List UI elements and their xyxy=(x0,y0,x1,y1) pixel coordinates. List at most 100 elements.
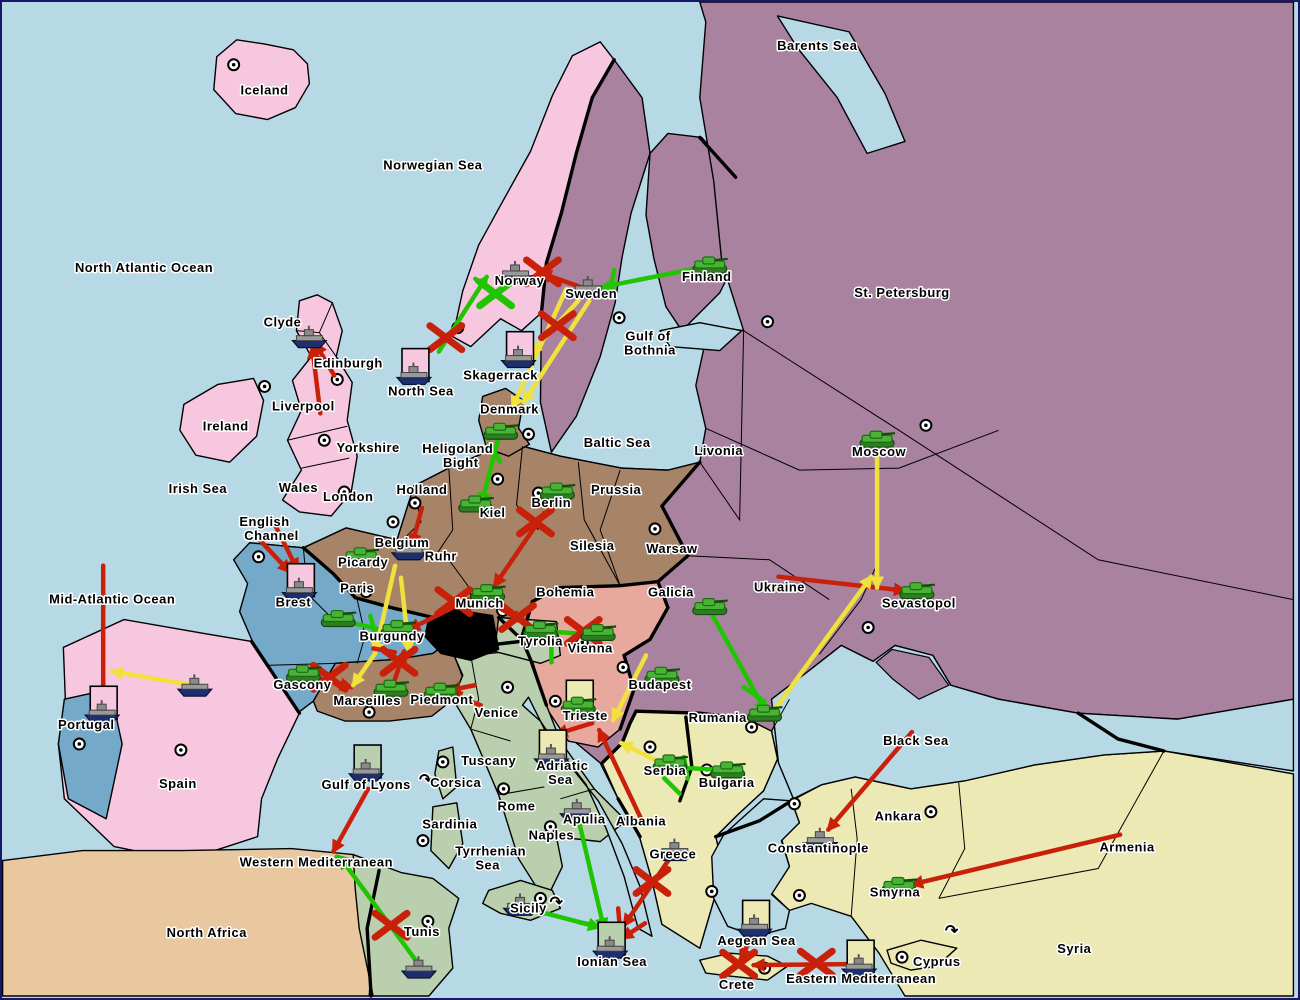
province-label-marseilles: Marseilles xyxy=(333,693,401,708)
army-unit-tyrolia[interactable] xyxy=(522,620,559,639)
sea-label-skagerrack: Skagerrack xyxy=(463,367,538,382)
province-border xyxy=(560,788,595,800)
failed-order-x xyxy=(719,948,759,980)
army-unit-budapest[interactable] xyxy=(644,666,680,684)
province-crimea[interactable] xyxy=(875,648,950,700)
province-label-budapest: Budapest xyxy=(628,677,691,692)
fleet-unit-portugal[interactable] xyxy=(83,700,121,723)
army-unit-paris[interactable] xyxy=(320,609,357,628)
supply-center-naples xyxy=(543,820,557,834)
fleet-unit-sicily[interactable] xyxy=(502,893,539,916)
province-label-munich: Munich xyxy=(456,596,504,611)
province-label-trieste: Trieste xyxy=(563,708,608,723)
fleet-unit-spain-north-coast-[interactable] xyxy=(176,674,214,697)
army-unit-marseilles[interactable] xyxy=(373,679,410,697)
supply-center-st-petersburg xyxy=(761,315,775,329)
national-border xyxy=(1076,711,1166,753)
army-unit-vienna[interactable] xyxy=(580,623,617,642)
province-label-apulia: Apulia xyxy=(563,812,606,827)
failed-order-x xyxy=(632,866,672,897)
province-ireland[interactable] xyxy=(179,377,265,463)
fleet-unit-sweden[interactable] xyxy=(570,275,607,299)
fleet-unit-brest[interactable] xyxy=(281,577,318,601)
fleet-unit-eastern-mediterranean[interactable] xyxy=(840,954,878,977)
army-unit-moscow[interactable] xyxy=(859,430,896,448)
supply-center-ankara xyxy=(924,805,938,819)
fleet-unit-skagerrack[interactable] xyxy=(500,345,537,369)
army-unit-serbia[interactable] xyxy=(652,754,688,772)
army-unit-piedmont[interactable] xyxy=(423,682,459,700)
province-label-greece: Greece xyxy=(649,847,696,862)
fleet-unit-greece[interactable] xyxy=(656,838,694,862)
province-border xyxy=(356,599,366,664)
province-label-berlin: Berlin xyxy=(532,495,572,510)
army-unit-bulgaria[interactable] xyxy=(710,761,746,779)
fleet-unit-gulf-of-lyons[interactable] xyxy=(347,758,385,782)
army-unit-denmark[interactable] xyxy=(483,422,519,440)
sea-label-north-sea: North Sea xyxy=(388,383,454,398)
province-sardinia[interactable] xyxy=(430,802,464,870)
army-unit-finland[interactable] xyxy=(692,256,728,274)
failed-order-x xyxy=(309,661,349,693)
army-unit-sevastopol[interactable] xyxy=(899,582,935,600)
supply-center-sardinia xyxy=(416,834,430,848)
army-unit-rumania[interactable] xyxy=(747,704,783,722)
province-border xyxy=(265,662,336,666)
province-label-tuscany: Tuscany xyxy=(461,753,516,768)
province-label-brest: Brest xyxy=(276,595,312,610)
province-label-liverpool: Liverpool xyxy=(272,398,335,413)
province-label-north-africa: North Africa xyxy=(167,925,248,940)
order-arrow-picardy-to-burgundy xyxy=(398,575,415,655)
failed-order-x xyxy=(796,947,836,979)
province-label-picardy: Picardy xyxy=(338,555,389,570)
province-label-sevastopol: Sevastopol xyxy=(882,596,956,611)
order-arrow-tunis-to-western-mediterranean xyxy=(338,855,418,962)
failed-order-x xyxy=(516,506,555,538)
fleet-unit-adriatic-sea[interactable] xyxy=(533,744,570,767)
army-unit-trieste[interactable] xyxy=(560,696,597,714)
sea-label-gulf-of-lyons: Gulf of Lyons xyxy=(321,777,410,792)
province-label-norway: Norway xyxy=(495,273,545,288)
army-unit-galicia[interactable] xyxy=(692,598,728,616)
army-unit-munich[interactable] xyxy=(470,584,506,602)
fleet-unit-constantinople[interactable] xyxy=(802,827,839,851)
province-label-clyde: Clyde xyxy=(264,315,302,330)
army-unit-berlin[interactable] xyxy=(539,482,576,500)
order-arrow-aegean-sea-to-crete xyxy=(738,936,753,962)
province-label-silesia: Silesia xyxy=(570,538,615,553)
national-border xyxy=(616,797,642,839)
province-label-naples: Naples xyxy=(529,828,574,843)
fleet-unit-aegean-sea[interactable] xyxy=(736,914,773,937)
support-bar xyxy=(368,613,379,640)
supply-center-trieste xyxy=(548,694,562,708)
province-label-london: London xyxy=(323,489,373,504)
fleet-unit-clyde[interactable] xyxy=(291,325,328,349)
army-unit-picardy[interactable] xyxy=(343,547,380,565)
province-border xyxy=(599,469,621,586)
fleet-unit-norway[interactable] xyxy=(497,260,534,284)
province-border xyxy=(287,425,348,441)
failed-order-x xyxy=(434,586,474,618)
fleet-unit-north-sea[interactable] xyxy=(395,362,433,386)
supply-center-marseilles xyxy=(362,705,376,719)
order-arrow-apulia-to-ionian-sea xyxy=(576,816,609,932)
province-tunis[interactable] xyxy=(352,853,460,997)
province-label-belgium: Belgium xyxy=(375,535,430,550)
army-unit-kiel[interactable] xyxy=(458,495,494,513)
province-border xyxy=(687,555,830,601)
province-label-constantinople: Constantinople xyxy=(768,841,869,856)
army-unit-burgundy[interactable] xyxy=(380,619,417,638)
fleet-unit-apulia[interactable] xyxy=(559,798,596,822)
province-north-africa[interactable] xyxy=(2,847,380,997)
province-border xyxy=(938,782,966,899)
province-label-smyrna: Smyrna xyxy=(870,884,921,899)
fleet-unit-tunis-south-coast-[interactable] xyxy=(400,956,438,979)
fleet-unit-ionian-sea[interactable] xyxy=(591,936,629,959)
sea-label-barents-sea: Barents Sea xyxy=(777,38,858,53)
province-label-gascony: Gascony xyxy=(273,677,331,692)
fleet-unit-belgium[interactable] xyxy=(390,537,428,561)
army-unit-smyrna[interactable] xyxy=(881,876,918,895)
supply-center-rome xyxy=(497,782,511,796)
army-unit-gascony[interactable] xyxy=(285,664,322,682)
province-label-tyrolia: Tyrolia xyxy=(518,633,563,648)
